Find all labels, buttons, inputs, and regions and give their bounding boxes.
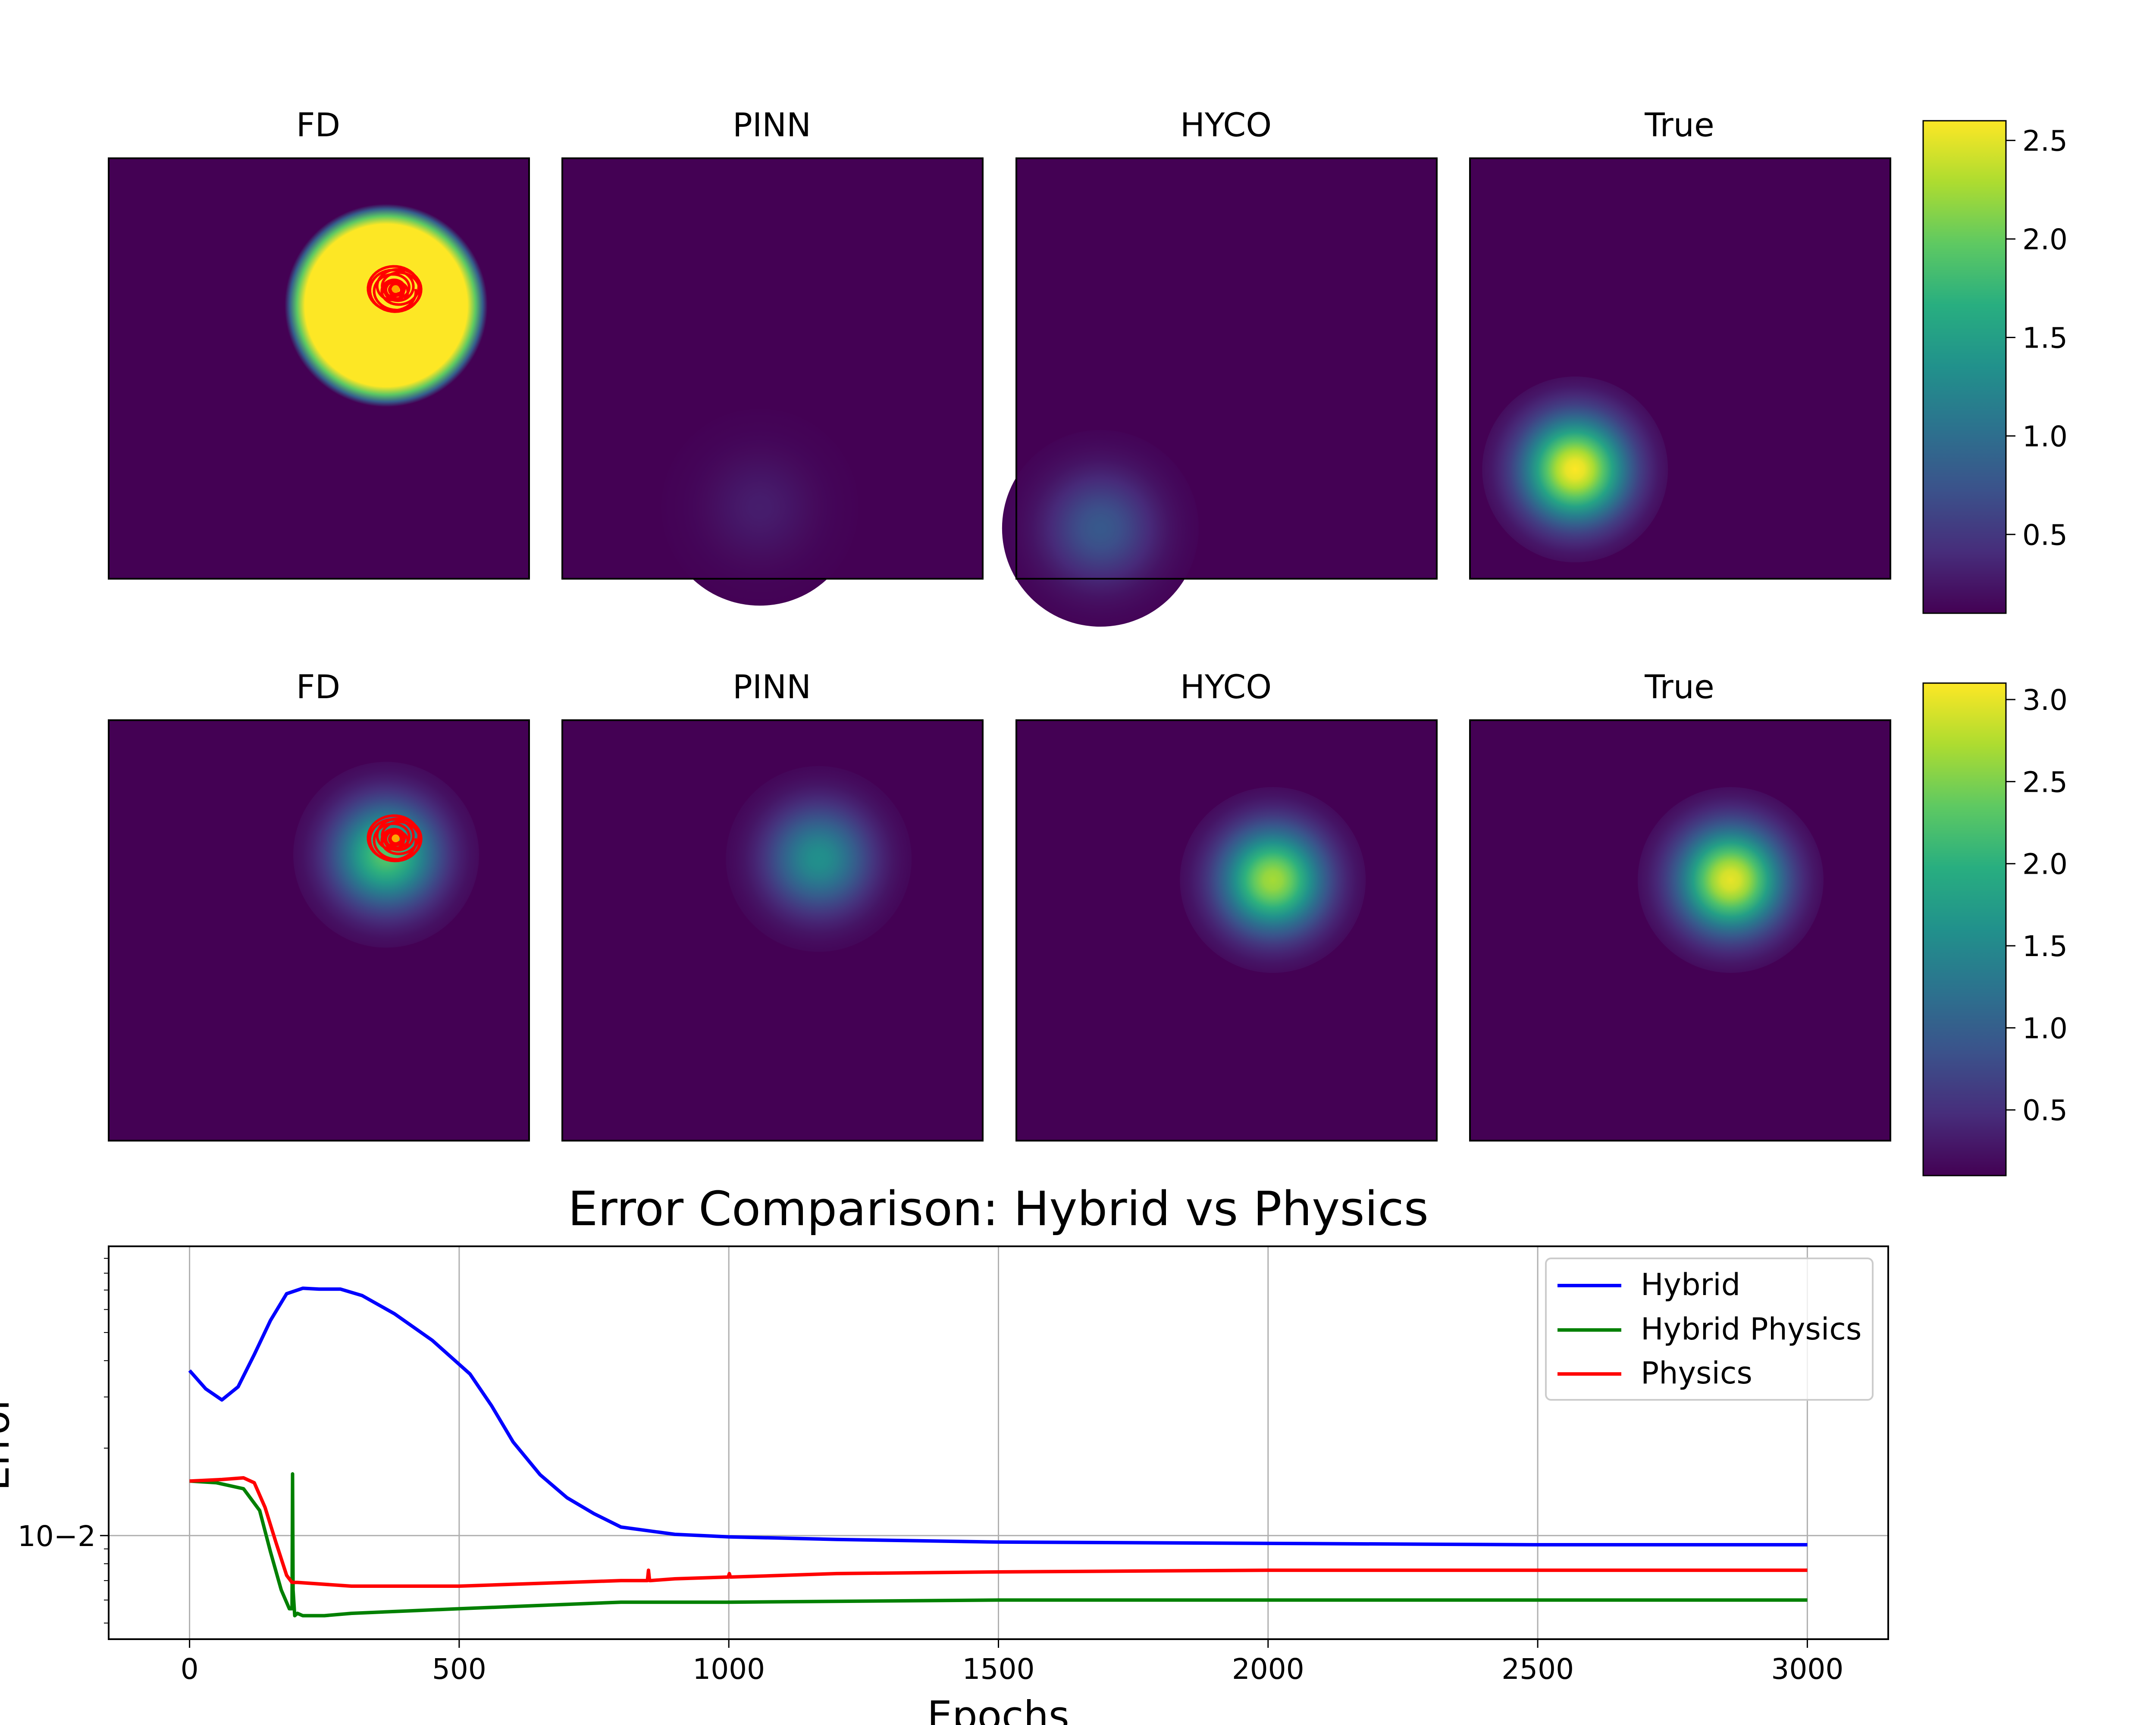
line-chart-ylabel: Error <box>0 1394 18 1491</box>
line-chart-series <box>188 1286 1808 1618</box>
x-tick-label: 3000 <box>1771 1653 1843 1686</box>
legend-label-hybrid-physics: Hybrid Physics <box>1641 1311 1861 1347</box>
heatmap-row2-true <box>1469 719 1891 1142</box>
trajectory-center-marker <box>392 834 400 842</box>
heatmap-row1-fd <box>108 157 530 580</box>
heatmap-row2-hyco <box>1015 719 1438 1142</box>
row2-panel-title-hyco: HYCO <box>1180 668 1272 706</box>
legend-frame <box>1545 1258 1874 1401</box>
colorbar-bottom-ticks: 0.5 1.0 1.5 2.0 2.5 3.0 <box>2006 684 2068 1127</box>
line-chart-xlabel: Epochs <box>927 1693 1069 1725</box>
heatmap-frame <box>1015 157 1438 580</box>
colorbar-bottom <box>1922 682 2007 1176</box>
heatmap-frame <box>108 719 530 1142</box>
heatmap-blob <box>661 409 859 606</box>
heatmap-frame <box>1015 719 1438 1142</box>
line-chart-legend: Hybrid Hybrid Physics Physics <box>1545 1258 1874 1401</box>
y-tick-label: 10−2 <box>18 1520 96 1553</box>
heatmap-blob <box>1638 787 1824 973</box>
legend-label-hybrid: Hybrid <box>1641 1267 1740 1302</box>
colorbar-top <box>1922 120 2007 614</box>
line-chart-ticks: 0 500 1000 1500 2000 2500 3000 10−2 <box>18 1258 1843 1686</box>
x-tick-label: 1000 <box>693 1653 765 1686</box>
trajectory-center-marker <box>392 285 400 293</box>
colorbar-bottom-tick-label: 1.0 <box>2022 1012 2068 1045</box>
x-tick-label: 500 <box>432 1653 486 1686</box>
row1-panel-title-pinn: PINN <box>733 106 811 144</box>
colorbar-top-tick-label: 2.0 <box>2022 223 2068 256</box>
heatmap-frame <box>561 719 984 1142</box>
x-tick-label: 0 <box>181 1653 199 1686</box>
x-tick-label: 1500 <box>962 1653 1035 1686</box>
row1-panel-title-hyco: HYCO <box>1180 106 1272 144</box>
heatmap-row1-true <box>1469 157 1891 580</box>
heatmap-frame <box>1469 157 1891 580</box>
heatmap-row1-pinn <box>561 157 984 606</box>
line-chart-title: Error Comparison: Hybrid vs Physics <box>568 1181 1429 1236</box>
heatmap-frame <box>108 157 530 580</box>
colorbar-bottom-tick-label: 2.5 <box>2022 765 2068 799</box>
heatmap-blob <box>726 766 912 952</box>
series-line-physics <box>189 1476 1808 1588</box>
heatmap-row2-fd <box>108 719 530 1142</box>
colorbar-bottom-tick-label: 3.0 <box>2022 684 2068 717</box>
row2-panel-title-fd: FD <box>296 668 340 706</box>
heatmap-frame <box>1469 719 1891 1142</box>
colorbar-bottom-tick-label: 0.5 <box>2022 1094 2068 1127</box>
colorbar-top-ticks: 0.5 1.0 1.5 2.0 2.5 <box>2006 125 2068 552</box>
legend-label-physics: Physics <box>1641 1355 1752 1391</box>
series-line-hybrid <box>188 1286 1808 1546</box>
row1-panel-title-fd: FD <box>296 106 340 144</box>
x-tick-label: 2500 <box>1501 1653 1574 1686</box>
heatmap-background <box>109 720 529 1141</box>
colorbar-top-tick-label: 1.5 <box>2022 321 2068 354</box>
series-line-hybrid-physics <box>189 1472 1808 1618</box>
heatmap-grid <box>108 157 1891 1142</box>
heatmap-blob <box>1002 430 1199 627</box>
row1-panel-title-true: True <box>1644 106 1714 144</box>
heatmap-frame <box>561 157 984 580</box>
colorbar-top-tick-label: 0.5 <box>2022 518 2068 552</box>
row2-panel-title-true: True <box>1644 668 1714 706</box>
x-tick-label: 2000 <box>1232 1653 1304 1686</box>
heatmap-blob <box>1180 787 1366 973</box>
heatmap-row1-hyco <box>1002 157 1438 627</box>
heatmap-row2-pinn <box>561 719 984 1142</box>
trajectory-spiral <box>367 814 423 862</box>
row2-panel-title-pinn: PINN <box>733 668 811 706</box>
heatmap-blob <box>1482 376 1668 562</box>
heatmap-blob <box>293 762 479 948</box>
colorbar-top-tick-label: 2.5 <box>2022 125 2068 158</box>
colorbar-bottom-tick-label: 2.0 <box>2022 848 2068 881</box>
trajectory-spiral <box>367 265 423 313</box>
colorbar-top-tick-label: 1.0 <box>2022 420 2068 453</box>
colorbar-bottom-tick-label: 1.5 <box>2022 930 2068 963</box>
heatmap-blob <box>285 204 488 407</box>
